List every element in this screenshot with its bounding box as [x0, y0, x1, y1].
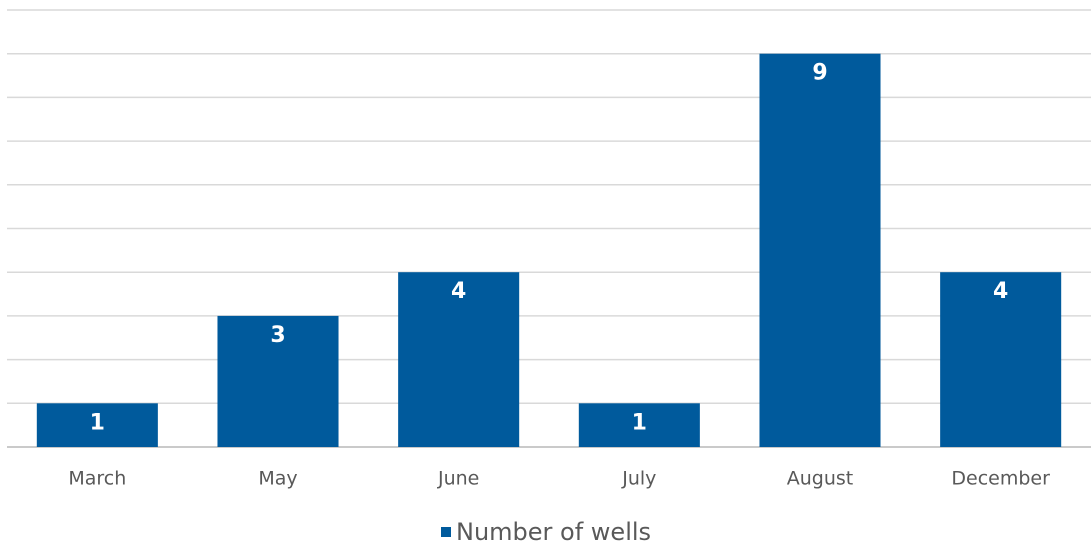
bar: [759, 53, 881, 447]
data-label: 9: [812, 61, 827, 86]
x-tick-label: June: [437, 468, 479, 490]
bar: [578, 403, 700, 447]
x-tick-label: July: [621, 468, 656, 490]
bar: [217, 315, 339, 447]
data-label: 4: [993, 279, 1008, 304]
x-tick-label: August: [787, 468, 854, 490]
bar: [36, 403, 158, 447]
bar: [940, 272, 1062, 447]
data-label: 1: [90, 410, 105, 435]
bar: [398, 272, 520, 447]
legend-swatch: [441, 527, 451, 537]
data-label: 3: [270, 323, 285, 348]
data-label: 1: [632, 410, 647, 435]
x-tick-label: May: [258, 468, 297, 490]
data-label: 4: [451, 279, 466, 304]
x-tick-label: March: [68, 468, 126, 490]
x-tick-label: December: [951, 468, 1050, 490]
legend-label: Number of wells: [456, 518, 651, 546]
